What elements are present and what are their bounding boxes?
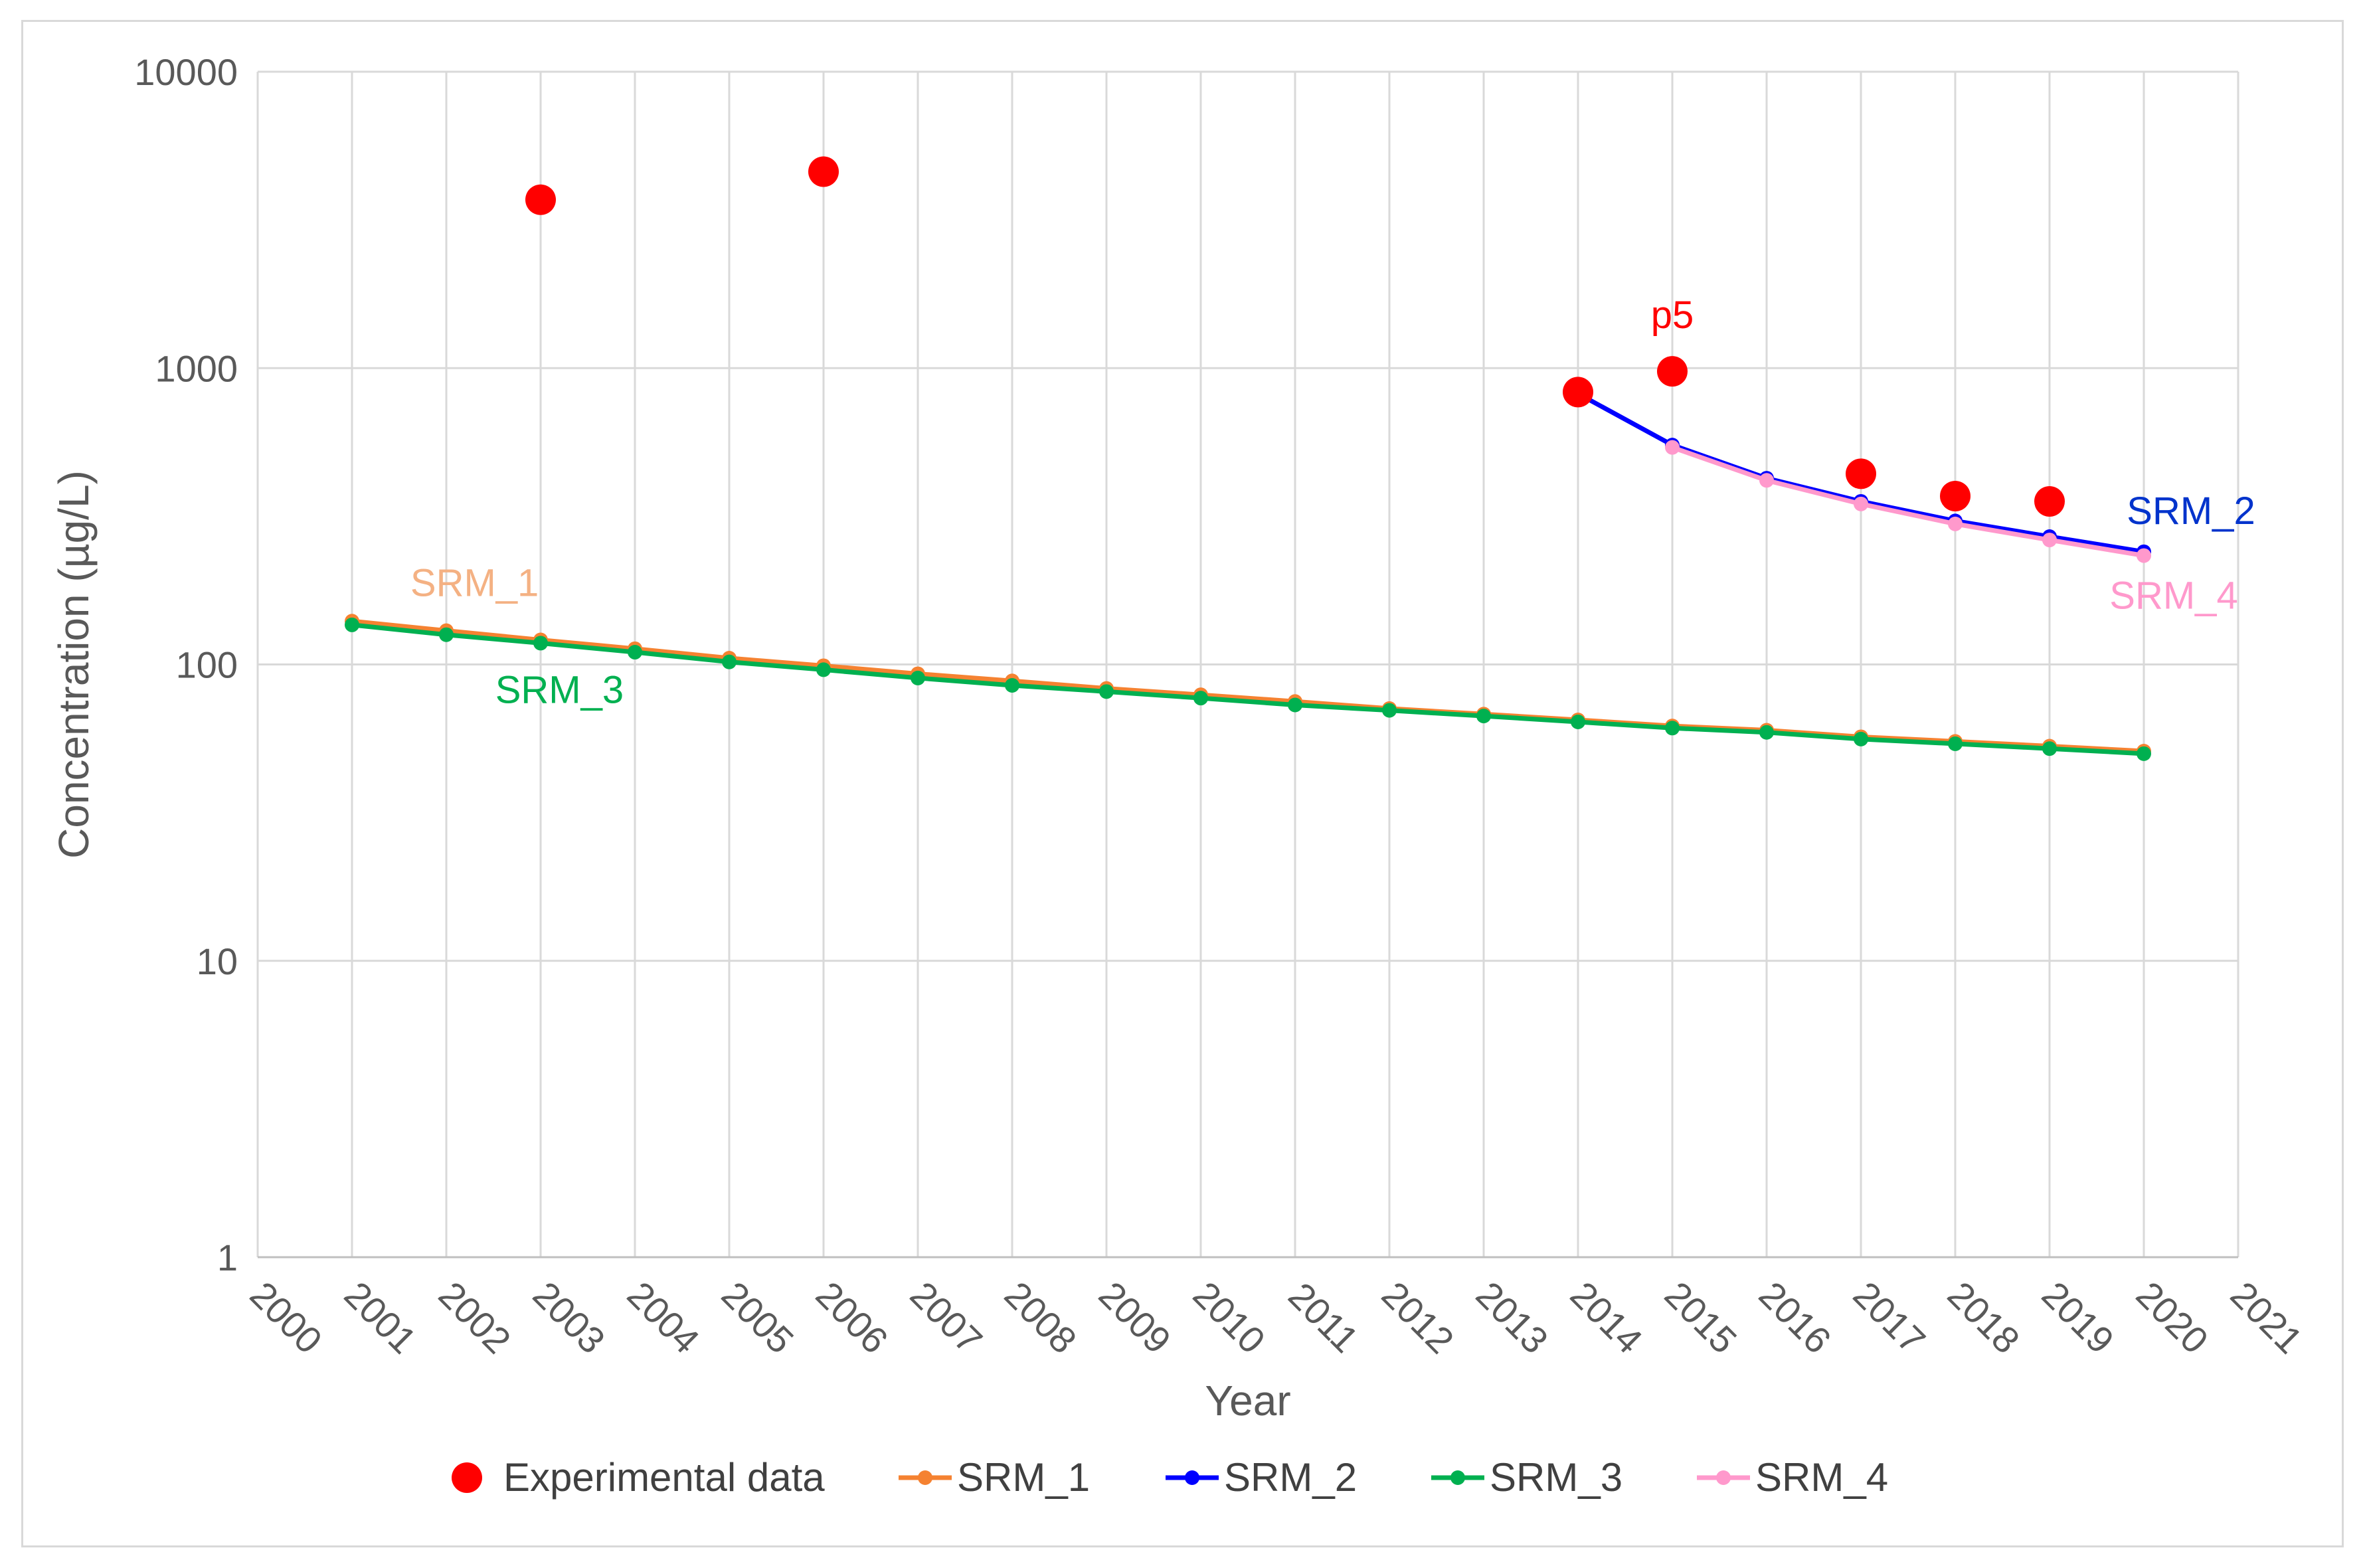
y-tick-label: 1000 [155,347,238,389]
legend-marker-srm-4 [1716,1470,1731,1485]
series-point-srm-3 [1476,709,1491,724]
y-tick-label: 10000 [134,51,238,93]
x-tick-label: 2016 [1751,1273,1840,1361]
x-tick-label: 2019 [2034,1273,2123,1361]
x-tick-label: 2005 [714,1273,802,1361]
series-point-srm-3 [1005,677,1019,693]
series-point-srm-3 [1193,691,1208,706]
series-point-srm-3 [816,662,831,677]
x-tick-label: 2021 [2223,1273,2311,1361]
legend-label-srm-3: SRM_3 [1490,1455,1622,1500]
series-point-srm-3 [1288,697,1302,713]
x-tick-label: 2002 [431,1273,519,1361]
x-tick-label: 2017 [1846,1273,1934,1361]
experimental-point [808,156,839,187]
x-tick-label: 2014 [1563,1273,1651,1361]
series-point-srm-3 [628,645,642,660]
series-point-srm-3 [2137,746,2151,761]
legend-label-experimental: Experimental data [503,1455,825,1500]
series-point-srm-3 [1382,703,1397,718]
chart-frame: 2000 2001 2002 2003 2004 2005 2006 2007 2008 2009… [21,20,2344,1547]
annotations: p5 SRM_1 SRM_3 SRM_2 SRM_4 [410,294,2255,711]
series-point-srm-3 [1948,736,1963,751]
experimental-point [1657,356,1688,387]
x-tick-label: 2008 [997,1273,1085,1361]
series-point-srm-4 [1854,496,1868,511]
series-point-srm-4 [1759,473,1774,488]
x-tick-label: 2013 [1468,1273,1557,1361]
annotation-p5: p5 [1651,294,1694,337]
series-point-srm-3 [533,636,548,651]
legend-label-srm-2: SRM_2 [1224,1455,1357,1500]
experimental-point [1940,480,1971,511]
x-tick-label: 2015 [1657,1273,1745,1361]
legend-label-srm-1: SRM_1 [957,1455,1090,1500]
x-tick-label: 2012 [1374,1273,1462,1361]
legend-marker-experimental [452,1462,482,1493]
series-point-srm-3 [345,617,359,632]
series-line-srm-3 [349,622,2146,756]
series-point-srm-4 [2042,533,2057,548]
experimental-point [525,184,556,215]
legend-label-srm-4: SRM_4 [1755,1455,1888,1500]
legend-marker-srm-1 [918,1470,932,1485]
series-point-srm-3 [911,670,925,685]
axes: 2000 2001 2002 2003 2004 2005 2006 2007 2008 2009… [134,51,2311,1361]
annotation-srm-1: SRM_1 [410,561,539,604]
y-tick-label: 100 [176,644,238,686]
experimental-point [1846,458,1876,489]
x-axis-title: Year [1205,1377,1290,1425]
x-tick-label: 2020 [2129,1273,2217,1361]
legend-marker-srm-3 [1450,1470,1465,1485]
x-tick-label: 2010 [1185,1273,1274,1361]
experimental-point [1563,377,1593,408]
annotation-srm-4: SRM_4 [2109,574,2237,618]
series-point-srm-3 [1665,721,1680,736]
x-tick-label: 2003 [525,1273,614,1361]
series-point-srm-3 [1854,731,1868,746]
series-point-srm-3 [2042,741,2057,756]
grid [256,70,2239,1259]
series-lines [345,386,2151,761]
series-point-srm-3 [722,654,737,669]
series-point-srm-4 [2137,548,2151,563]
x-tick-label: 2000 [242,1273,331,1361]
x-tick-label: 2004 [620,1273,708,1361]
x-tick-label: 2001 [337,1273,425,1361]
y-tick-label: 1 [217,1237,238,1278]
series-point-srm-3 [1571,714,1585,729]
series-point-srm-3 [439,627,454,642]
annotation-srm-3: SRM_3 [495,669,624,712]
series-point-srm-4 [1665,440,1680,455]
series-point-srm-3 [1099,684,1114,699]
experimental-point [2034,485,2065,517]
x-tick-label: 2011 [1280,1274,1367,1361]
y-axis-title: Concentration (µg/L) [50,470,98,859]
series-point-srm-3 [1759,725,1774,740]
x-tick-label: 2009 [1091,1273,1180,1361]
legend: Experimental data SRM_1 SRM_2 SRM_3 SRM_4 [452,1455,1888,1500]
experimental-points [525,156,2065,517]
x-tick-label: 2018 [1940,1273,2028,1361]
x-tick-label: 2007 [903,1273,991,1361]
x-tick-label: 2006 [808,1273,897,1361]
annotation-srm-2: SRM_2 [2127,489,2255,533]
series-line-srm-4 [1670,445,2146,559]
y-tick-label: 10 [197,940,238,982]
legend-marker-srm-2 [1185,1470,1199,1485]
series-point-srm-4 [1948,516,1963,531]
chart: 2000 2001 2002 2003 2004 2005 2006 2007 2008 2009… [50,51,2311,1500]
